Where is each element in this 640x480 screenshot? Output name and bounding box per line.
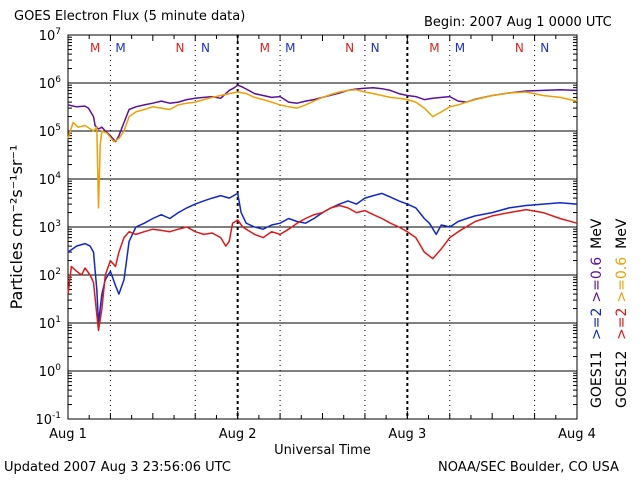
y-tick-label: 106 (39, 75, 62, 92)
x-tick-label: Aug 2 (219, 427, 257, 442)
chart-title: GOES Electron Flux (5 minute data) (14, 9, 246, 24)
begin-time-label: Begin: 2007 Aug 1 0000 UTC (424, 15, 612, 30)
x-tick-label: Aug 4 (558, 427, 596, 442)
series-goes12-0-6-mev (67, 89, 578, 209)
series-goes11-2-mev (67, 192, 578, 324)
marker-m: M (90, 41, 100, 55)
y-tick-label: 10-1 (35, 411, 61, 428)
y-tick-label: 104 (39, 171, 62, 188)
marker-m: M (429, 41, 439, 55)
marker-n: N (540, 41, 549, 55)
updated-timestamp: Updated 2007 Aug 3 23:56:06 UTC (4, 460, 231, 475)
marker-n: N (175, 41, 184, 55)
x-tick-label: Aug 1 (49, 427, 87, 442)
marker-m: M (285, 41, 295, 55)
y-tick-label: 100 (39, 363, 62, 380)
credit-label: NOAA/SEC Boulder, CO USA (438, 460, 619, 475)
marker-n: N (345, 41, 354, 55)
x-tick-label: Aug 3 (388, 427, 426, 442)
legend-goes12: GOES12 (614, 351, 630, 408)
marker-n: N (201, 41, 210, 55)
series-goes12-2-mev (67, 204, 578, 332)
x-axis-title: Universal Time (274, 443, 371, 458)
marker-m: M (115, 41, 125, 55)
marker-n: N (515, 41, 524, 55)
legend-goes12-energies: >=2>=0.6MeV (614, 218, 630, 340)
y-tick-label: 101 (39, 315, 61, 332)
y-tick-label: 102 (39, 267, 61, 284)
marker-n: N (371, 41, 380, 55)
y-tick-label: 103 (39, 219, 61, 236)
y-axis-title: Particles cm⁻²s⁻¹sr⁻¹ (7, 145, 26, 310)
legend-goes11-energies: >=2>=0.6MeV (589, 218, 605, 340)
marker-m: M (455, 41, 465, 55)
y-tick-label: 105 (39, 123, 61, 140)
y-tick-label: 107 (39, 27, 61, 44)
marker-m: M (260, 41, 270, 55)
legend-goes11: GOES11 (589, 351, 605, 408)
